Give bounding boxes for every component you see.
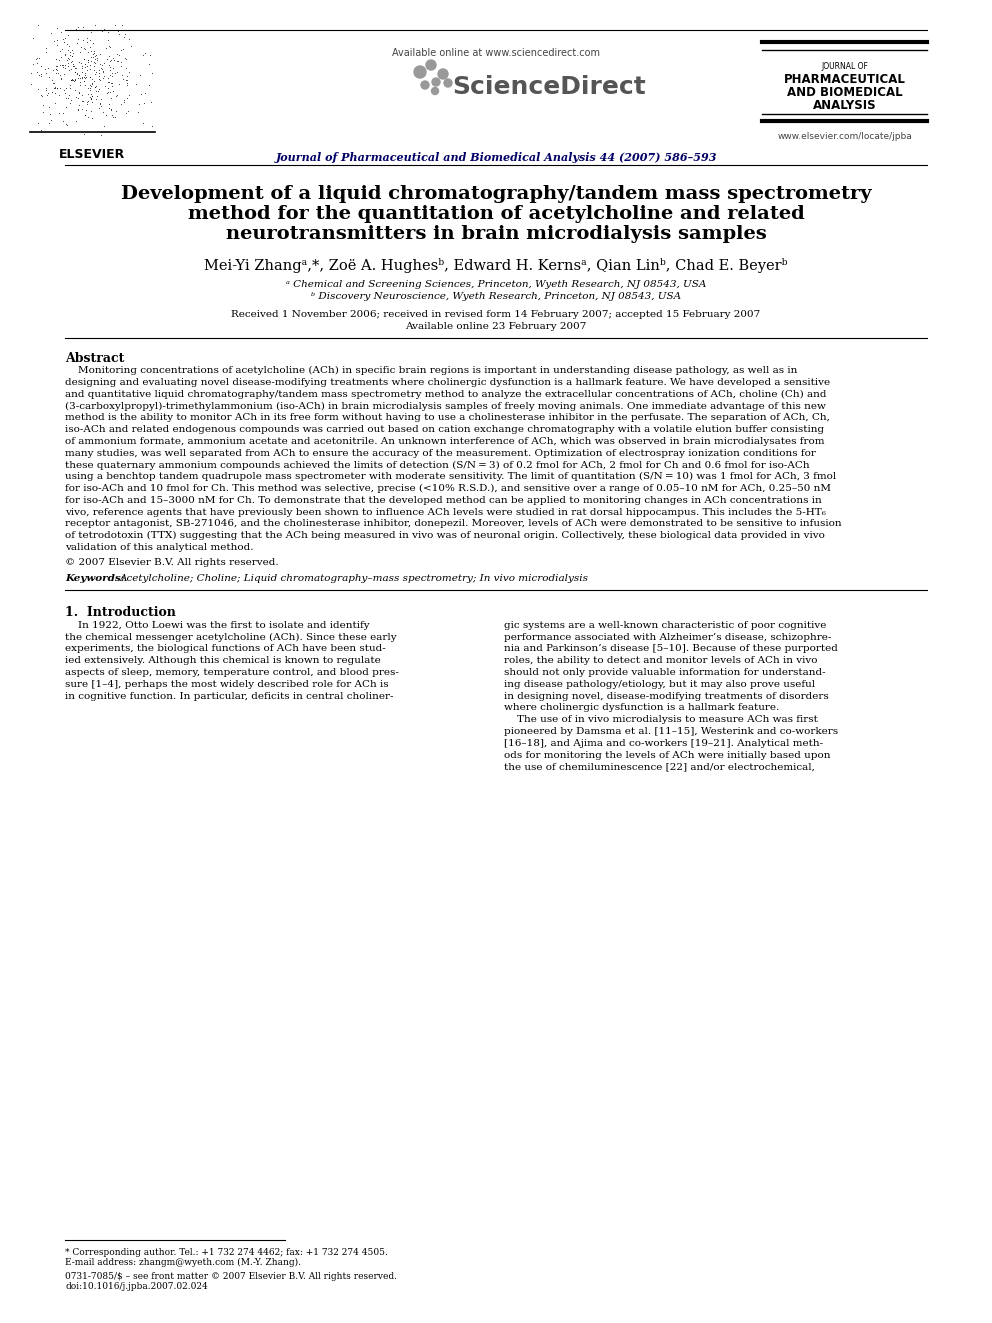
Text: performance associated with Alzheimer’s disease, schizophre-: performance associated with Alzheimer’s … — [504, 632, 831, 642]
Text: for iso-ACh and 15–3000 nM for Ch. To demonstrate that the developed method can : for iso-ACh and 15–3000 nM for Ch. To de… — [65, 496, 821, 505]
Text: www.elsevier.com/locate/jpba: www.elsevier.com/locate/jpba — [777, 132, 912, 142]
Text: ELSEVIER: ELSEVIER — [59, 148, 125, 161]
Text: 1.  Introduction: 1. Introduction — [65, 606, 176, 619]
Text: using a benchtop tandem quadrupole mass spectrometer with moderate sensitivity. : using a benchtop tandem quadrupole mass … — [65, 472, 836, 482]
Text: The use of in vivo microdialysis to measure ACh was first: The use of in vivo microdialysis to meas… — [504, 716, 817, 724]
Text: and quantitative liquid chromatography/tandem mass spectrometry method to analyz: and quantitative liquid chromatography/t… — [65, 389, 826, 398]
Text: ing disease pathology/etiology, but it may also prove useful: ing disease pathology/etiology, but it m… — [504, 680, 815, 689]
Text: in designing novel, disease-modifying treatments of disorders: in designing novel, disease-modifying tr… — [504, 692, 828, 701]
Text: for iso-ACh and 10 fmol for Ch. This method was selective, precise (<10% R.S.D.): for iso-ACh and 10 fmol for Ch. This met… — [65, 484, 831, 493]
Text: gic systems are a well-known characteristic of poor cognitive: gic systems are a well-known characteris… — [504, 620, 826, 630]
Text: pioneered by Damsma et al. [11–15], Westerink and co-workers: pioneered by Damsma et al. [11–15], West… — [504, 728, 838, 736]
Text: receptor antagonist, SB-271046, and the cholinesterase inhibitor, donepezil. Mor: receptor antagonist, SB-271046, and the … — [65, 520, 841, 528]
Text: ANALYSIS: ANALYSIS — [812, 99, 876, 112]
Text: Journal of Pharmaceutical and Biomedical Analysis 44 (2007) 586–593: Journal of Pharmaceutical and Biomedical… — [275, 152, 717, 163]
Circle shape — [432, 87, 438, 94]
Text: 0731-7085/$ – see front matter © 2007 Elsevier B.V. All rights reserved.: 0731-7085/$ – see front matter © 2007 El… — [65, 1271, 397, 1281]
Text: where cholinergic dysfunction is a hallmark feature.: where cholinergic dysfunction is a hallm… — [504, 704, 780, 712]
Text: ᵃ Chemical and Screening Sciences, Princeton, Wyeth Research, NJ 08543, USA: ᵃ Chemical and Screening Sciences, Princ… — [286, 280, 706, 288]
Text: ied extensively. Although this chemical is known to regulate: ied extensively. Although this chemical … — [65, 656, 381, 665]
Text: E-mail address: zhangm@wyeth.com (M.-Y. Zhang).: E-mail address: zhangm@wyeth.com (M.-Y. … — [65, 1258, 301, 1267]
Text: © 2007 Elsevier B.V. All rights reserved.: © 2007 Elsevier B.V. All rights reserved… — [65, 558, 279, 566]
Text: the chemical messenger acetylcholine (ACh). Since these early: the chemical messenger acetylcholine (AC… — [65, 632, 397, 642]
Circle shape — [421, 81, 429, 89]
Text: Development of a liquid chromatography/tandem mass spectrometry: Development of a liquid chromatography/t… — [121, 185, 871, 202]
Text: of tetrodotoxin (TTX) suggesting that the ACh being measured in vivo was of neur: of tetrodotoxin (TTX) suggesting that th… — [65, 532, 825, 540]
Text: PHARMACEUTICAL: PHARMACEUTICAL — [784, 73, 906, 86]
Text: neurotransmitters in brain microdialysis samples: neurotransmitters in brain microdialysis… — [225, 225, 767, 243]
Text: AND BIOMEDICAL: AND BIOMEDICAL — [787, 86, 903, 99]
Text: nia and Parkinson’s disease [5–10]. Because of these purported: nia and Parkinson’s disease [5–10]. Beca… — [504, 644, 838, 654]
Circle shape — [432, 78, 440, 86]
Text: aspects of sleep, memory, temperature control, and blood pres-: aspects of sleep, memory, temperature co… — [65, 668, 399, 677]
Text: ods for monitoring the levels of ACh were initially based upon: ods for monitoring the levels of ACh wer… — [504, 750, 830, 759]
Text: Monitoring concentrations of acetylcholine (ACh) in specific brain regions is im: Monitoring concentrations of acetylcholi… — [65, 366, 798, 376]
Text: many studies, was well separated from ACh to ensure the accuracy of the measurem: many studies, was well separated from AC… — [65, 448, 815, 458]
Text: Abstract: Abstract — [65, 352, 124, 365]
Text: roles, the ability to detect and monitor levels of ACh in vivo: roles, the ability to detect and monitor… — [504, 656, 817, 665]
Text: Available online 23 February 2007: Available online 23 February 2007 — [406, 321, 586, 331]
Text: iso-ACh and related endogenous compounds was carried out based on cation exchang: iso-ACh and related endogenous compounds… — [65, 425, 824, 434]
Text: Keywords:: Keywords: — [65, 574, 125, 583]
Text: In 1922, Otto Loewi was the first to isolate and identify: In 1922, Otto Loewi was the first to iso… — [65, 620, 370, 630]
Text: (3-carboxylpropyl)-trimethylammonium (iso-ACh) in brain microdialysis samples of: (3-carboxylpropyl)-trimethylammonium (is… — [65, 401, 826, 410]
Text: sure [1–4], perhaps the most widely described role for ACh is: sure [1–4], perhaps the most widely desc… — [65, 680, 389, 689]
Text: doi:10.1016/j.jpba.2007.02.024: doi:10.1016/j.jpba.2007.02.024 — [65, 1282, 207, 1291]
Circle shape — [414, 66, 426, 78]
Text: method is the ability to monitor ACh in its free form without having to use a ch: method is the ability to monitor ACh in … — [65, 413, 830, 422]
Text: method for the quantitation of acetylcholine and related: method for the quantitation of acetylcho… — [187, 205, 805, 224]
Text: [16–18], and Ajima and co-workers [19–21]. Analytical meth-: [16–18], and Ajima and co-workers [19–21… — [504, 738, 823, 747]
Text: * Corresponding author. Tel.: +1 732 274 4462; fax: +1 732 274 4505.: * Corresponding author. Tel.: +1 732 274… — [65, 1248, 388, 1257]
Text: ScienceDirect: ScienceDirect — [452, 75, 646, 99]
Circle shape — [444, 79, 452, 87]
Text: of ammonium formate, ammonium acetate and acetonitrile. An unknown interference : of ammonium formate, ammonium acetate an… — [65, 437, 824, 446]
Text: Acetylcholine; Choline; Liquid chromatography–mass spectrometry; In vivo microdi: Acetylcholine; Choline; Liquid chromatog… — [120, 574, 589, 583]
Text: the use of chemiluminescence [22] and/or electrochemical,: the use of chemiluminescence [22] and/or… — [504, 762, 814, 771]
Text: designing and evaluating novel disease-modifying treatments where cholinergic dy: designing and evaluating novel disease-m… — [65, 378, 830, 386]
Text: Received 1 November 2006; received in revised form 14 February 2007; accepted 15: Received 1 November 2006; received in re… — [231, 310, 761, 319]
Text: validation of this analytical method.: validation of this analytical method. — [65, 542, 254, 552]
Text: JOURNAL OF: JOURNAL OF — [821, 62, 868, 71]
Text: in cognitive function. In particular, deficits in central choliner-: in cognitive function. In particular, de… — [65, 692, 394, 701]
Text: should not only provide valuable information for understand-: should not only provide valuable informa… — [504, 668, 825, 677]
Text: vivo, reference agents that have previously been shown to influence ACh levels w: vivo, reference agents that have previou… — [65, 508, 826, 516]
Text: these quaternary ammonium compounds achieved the limits of detection (S/N = 3) o: these quaternary ammonium compounds achi… — [65, 460, 809, 470]
Circle shape — [426, 60, 436, 70]
Circle shape — [438, 69, 448, 79]
Text: Available online at www.sciencedirect.com: Available online at www.sciencedirect.co… — [392, 48, 600, 58]
Text: experiments, the biological functions of ACh have been stud-: experiments, the biological functions of… — [65, 644, 386, 654]
Text: Mei-Yi Zhangᵃ,*, Zoë A. Hughesᵇ, Edward H. Kernsᵃ, Qian Linᵇ, Chad E. Beyerᵇ: Mei-Yi Zhangᵃ,*, Zoë A. Hughesᵇ, Edward … — [204, 258, 788, 273]
Text: ᵇ Discovery Neuroscience, Wyeth Research, Princeton, NJ 08543, USA: ᵇ Discovery Neuroscience, Wyeth Research… — [310, 292, 682, 302]
